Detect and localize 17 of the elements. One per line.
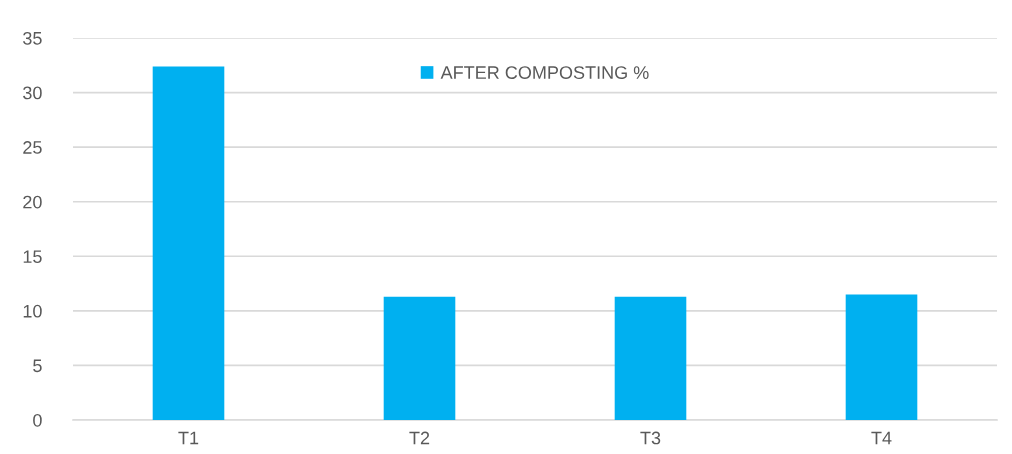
y-tick-label: 10 (23, 304, 42, 318)
x-tick-label: T2 (409, 431, 430, 445)
y-tick-label: 20 (23, 195, 42, 209)
y-tick-label: 5 (33, 359, 42, 373)
x-tick-label: T3 (640, 431, 661, 445)
bar (845, 294, 918, 420)
y-tick-label: 25 (23, 141, 42, 154)
y-tick-label: 15 (23, 250, 42, 264)
x-tick-label: T4 (871, 431, 892, 445)
y-tick-label: 0 (33, 413, 42, 427)
bar (152, 66, 225, 420)
legend-label: AFTER COMPOSTING % (440, 66, 649, 79)
y-tick-label: 30 (23, 86, 42, 100)
bar (383, 296, 456, 420)
x-tick-label: T1 (178, 431, 199, 445)
bar (614, 296, 687, 420)
y-tick-label: 35 (23, 31, 42, 45)
